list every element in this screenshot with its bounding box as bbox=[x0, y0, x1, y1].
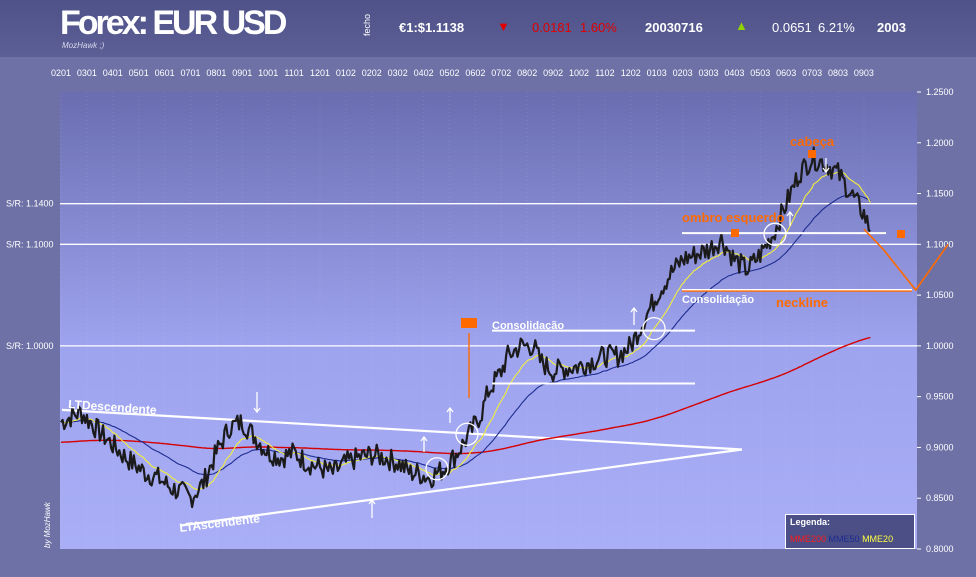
x-tick-label: 1001 bbox=[258, 68, 278, 78]
y-tick-label: 1.1500 bbox=[926, 189, 954, 199]
x-tick-label: 0202 bbox=[362, 68, 382, 78]
legend-item-mme20: MME20 bbox=[862, 534, 894, 544]
x-tick-label: 0702 bbox=[491, 68, 511, 78]
pattern-marker-icon bbox=[808, 150, 816, 158]
close-price: €1:$1.1138 bbox=[399, 20, 465, 35]
year-label: 2003 bbox=[877, 20, 906, 35]
sr-label: S/R: 1.1000 bbox=[6, 239, 54, 249]
x-tick-label: 0303 bbox=[698, 68, 718, 78]
x-tick-label: 0501 bbox=[129, 68, 149, 78]
cabeca-label: cabeça bbox=[790, 134, 835, 149]
arrow-head-icon bbox=[420, 435, 428, 442]
arrow-head-icon bbox=[786, 210, 794, 217]
x-tick-label: 0102 bbox=[336, 68, 356, 78]
consolidacao-label-1: Consolidação bbox=[492, 320, 564, 332]
lt-ascendente-label: LTAscendente bbox=[179, 511, 261, 535]
legend-items: MME200 MME50 MME20 bbox=[790, 534, 893, 544]
y-tick-label: 0.9500 bbox=[926, 392, 954, 402]
x-tick-label: 0503 bbox=[750, 68, 770, 78]
x-tick-label: 0502 bbox=[439, 68, 459, 78]
ombro-esquerdo-label: ombro esquerdo bbox=[682, 210, 785, 225]
y-tick-label: 1.2000 bbox=[926, 138, 954, 148]
legend-title: Legenda: bbox=[790, 517, 831, 527]
down-triangle-icon: ▼ bbox=[497, 19, 510, 34]
y-tick-label: 0.8000 bbox=[926, 544, 954, 554]
arrow-head-icon bbox=[253, 407, 261, 414]
target-marker-icon bbox=[461, 318, 477, 328]
consolidacao-label-2: Consolidação bbox=[682, 294, 754, 306]
x-tick-label: 0701 bbox=[180, 68, 200, 78]
daily-change: 0.0181 bbox=[532, 20, 572, 35]
price-line bbox=[60, 146, 871, 509]
ytd-change: 0.0651 bbox=[772, 20, 812, 35]
pattern-marker-icon bbox=[897, 230, 905, 238]
sr-label: S/R: 1.0000 bbox=[6, 341, 54, 351]
x-tick-label: 1101 bbox=[284, 68, 303, 78]
close-date: 20030716 bbox=[645, 20, 703, 35]
x-tick-label: 0302 bbox=[388, 68, 408, 78]
x-tick-label: 1202 bbox=[621, 68, 641, 78]
x-tick-label: 0803 bbox=[828, 68, 848, 78]
x-tick-label: 0402 bbox=[414, 68, 434, 78]
x-tick-label: 0901 bbox=[232, 68, 252, 78]
y-tick-label: 0.9000 bbox=[926, 442, 954, 452]
x-tick-label: 0103 bbox=[647, 68, 667, 78]
arrow-head-icon bbox=[446, 406, 454, 413]
projection-line bbox=[863, 228, 949, 292]
x-tick-label: 0301 bbox=[77, 68, 97, 78]
pattern-marker-icon bbox=[731, 229, 739, 237]
breakout-circle bbox=[455, 422, 479, 446]
x-tick-label: 0801 bbox=[206, 68, 226, 78]
neckline-label: neckline bbox=[776, 295, 828, 310]
y-tick-label: 0.8500 bbox=[926, 493, 954, 503]
lt-descendente-label: LTDescendente bbox=[68, 397, 158, 417]
plot-area bbox=[60, 92, 917, 549]
breakout-circle bbox=[642, 316, 666, 341]
x-tick-label: 1102 bbox=[595, 68, 614, 78]
lt-ascendente-line bbox=[179, 448, 743, 527]
x-tick-label: 1201 bbox=[310, 68, 330, 78]
y-tick-label: 1.0000 bbox=[926, 341, 954, 351]
x-tick-label: 0602 bbox=[465, 68, 485, 78]
chart-title: Forex: EUR USD bbox=[60, 4, 287, 42]
x-tick-label: 0203 bbox=[673, 68, 693, 78]
lt-descendente-line bbox=[61, 408, 743, 451]
breakout-circle bbox=[425, 457, 449, 481]
x-tick-label: 0401 bbox=[103, 68, 123, 78]
x-tick-label: 0903 bbox=[854, 68, 874, 78]
x-tick-label: 0902 bbox=[543, 68, 563, 78]
legend: Legenda: MME200 MME50 MME20 bbox=[785, 514, 915, 549]
x-tick-label: 0403 bbox=[724, 68, 744, 78]
arrow-head-icon bbox=[630, 306, 638, 313]
mme50-line bbox=[60, 194, 871, 476]
legend-item-mme200: MME200 bbox=[790, 534, 827, 544]
y-tick-label: 1.0500 bbox=[926, 290, 954, 300]
mme200-line bbox=[60, 336, 871, 455]
x-tick-label: 0601 bbox=[155, 68, 175, 78]
breakout-circle bbox=[763, 222, 787, 246]
x-tick-label: 0802 bbox=[517, 68, 537, 78]
ytd-change-pct: 6.21% bbox=[818, 20, 855, 35]
chart-header: Forex: EUR USD MozHawk ;) fecho €1:$1.11… bbox=[0, 0, 976, 57]
title-watermark: MozHawk ;) bbox=[62, 41, 105, 50]
legend-item-mme50: MME50 bbox=[828, 534, 860, 544]
side-watermark: by MozHawk bbox=[43, 501, 52, 548]
x-tick-label: 0201 bbox=[51, 68, 71, 78]
sr-label: S/R: 1.1400 bbox=[6, 199, 54, 209]
x-tick-label: 1002 bbox=[569, 68, 589, 78]
daily-change-pct: 1.60% bbox=[580, 20, 617, 35]
x-tick-label: 0603 bbox=[776, 68, 796, 78]
mme20-line bbox=[60, 171, 871, 491]
arrow-head-icon bbox=[822, 167, 830, 174]
y-tick-label: 1.1000 bbox=[926, 239, 954, 249]
up-triangle-icon: ▲ bbox=[735, 18, 748, 33]
y-tick-label: 1.2500 bbox=[926, 87, 954, 97]
x-tick-label: 0703 bbox=[802, 68, 822, 78]
arrow-head-icon bbox=[368, 498, 376, 505]
